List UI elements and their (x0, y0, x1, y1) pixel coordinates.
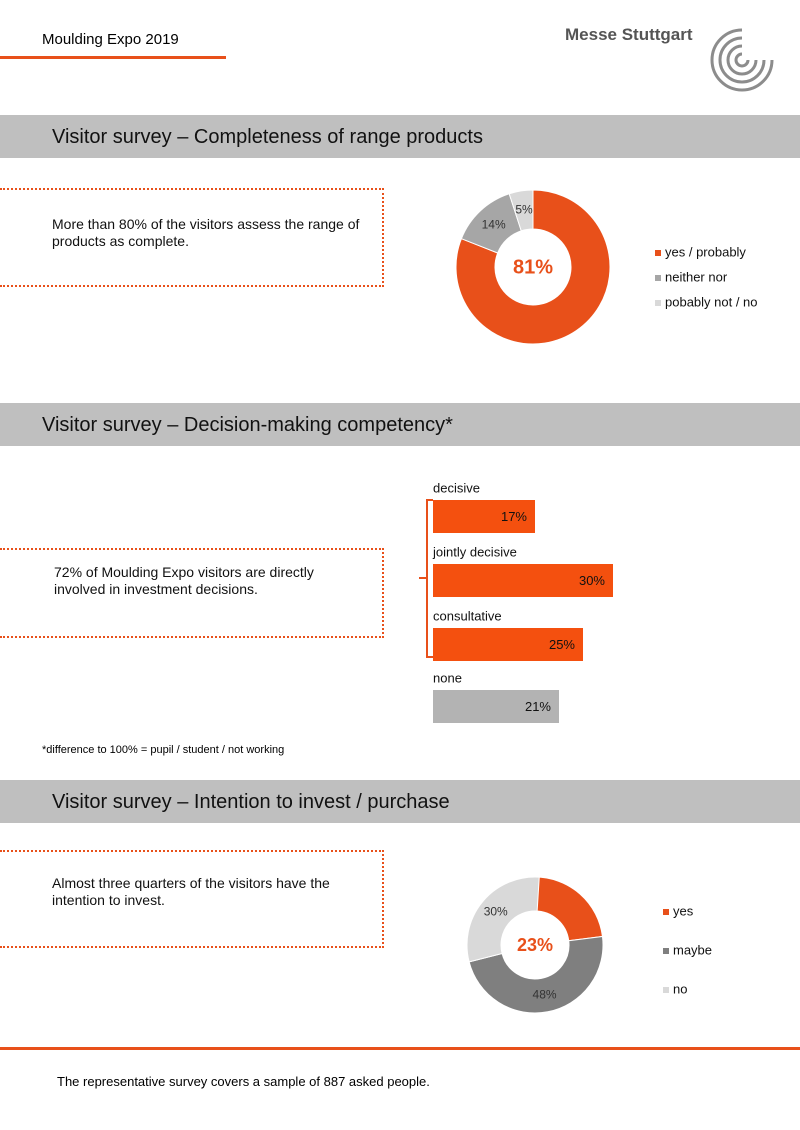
bar-category: none (433, 670, 462, 685)
slice-label: 14% (482, 217, 506, 231)
donut-slice (468, 935, 604, 1014)
footer-rule (0, 1047, 800, 1050)
footer-text: The representative survey covers a sampl… (57, 1074, 430, 1089)
brand: Messe Stuttgart (565, 25, 693, 44)
bar-category: consultative (433, 608, 502, 623)
bar (433, 500, 535, 533)
logo (710, 28, 774, 92)
bar-value: 25% (549, 637, 575, 652)
center-label: 23% (517, 935, 553, 955)
slice-label: 5% (515, 202, 533, 216)
bar-value: 21% (525, 699, 551, 714)
bar-category: decisive (433, 480, 480, 495)
event-name: Moulding Expo 2019 (42, 31, 179, 48)
donut-slice (508, 189, 534, 232)
section-title: Visitor survey – Intention to invest / p… (52, 791, 450, 813)
legend-label: neither nor (665, 269, 728, 284)
text-box (0, 188, 384, 287)
donut-slice (455, 189, 611, 345)
donut-slice (534, 876, 604, 942)
bar-category: jointly decisive (432, 544, 517, 559)
slice-label: 48% (533, 987, 557, 1001)
donut-slice (466, 876, 540, 963)
legend-swatch (655, 250, 661, 256)
legend-label: yes / probably (665, 244, 746, 259)
slice-label: 30% (484, 905, 508, 919)
summary: More than 80% of the visitors assess the… (52, 216, 360, 249)
section-band: Visitor survey – Intention to invest / p… (0, 780, 800, 823)
center-label: 81% (513, 256, 553, 278)
header-rule (0, 56, 226, 59)
bar-value: 17% (501, 509, 527, 524)
legend-swatch (663, 987, 669, 993)
text-box (0, 548, 384, 638)
legend-label: pobably not / no (665, 294, 758, 309)
legend-label: no (673, 981, 687, 996)
summary: Almost three quarters of the visitors ha… (52, 875, 330, 908)
bar (433, 690, 559, 723)
section-title: Visitor survey – Decision-making compete… (42, 414, 453, 436)
legend-swatch (663, 948, 669, 954)
footnote: *difference to 100% = pupil / student / … (42, 744, 285, 756)
legend-swatch (655, 275, 661, 281)
bar (433, 564, 613, 597)
text-box (0, 850, 384, 948)
bracket (419, 499, 433, 658)
section-title: Visitor survey – Completeness of range p… (52, 126, 483, 148)
legend-swatch (655, 300, 661, 306)
summary: 72% of Moulding Expo visitors are direct… (54, 564, 314, 597)
bar-value: 30% (579, 573, 605, 588)
legend-label: maybe (673, 942, 712, 957)
section-band: Visitor survey – Completeness of range p… (0, 115, 800, 158)
legend-label: yes (673, 903, 694, 918)
bar (433, 628, 583, 661)
section-band: Visitor survey – Decision-making compete… (0, 403, 800, 446)
legend-swatch (663, 909, 669, 915)
